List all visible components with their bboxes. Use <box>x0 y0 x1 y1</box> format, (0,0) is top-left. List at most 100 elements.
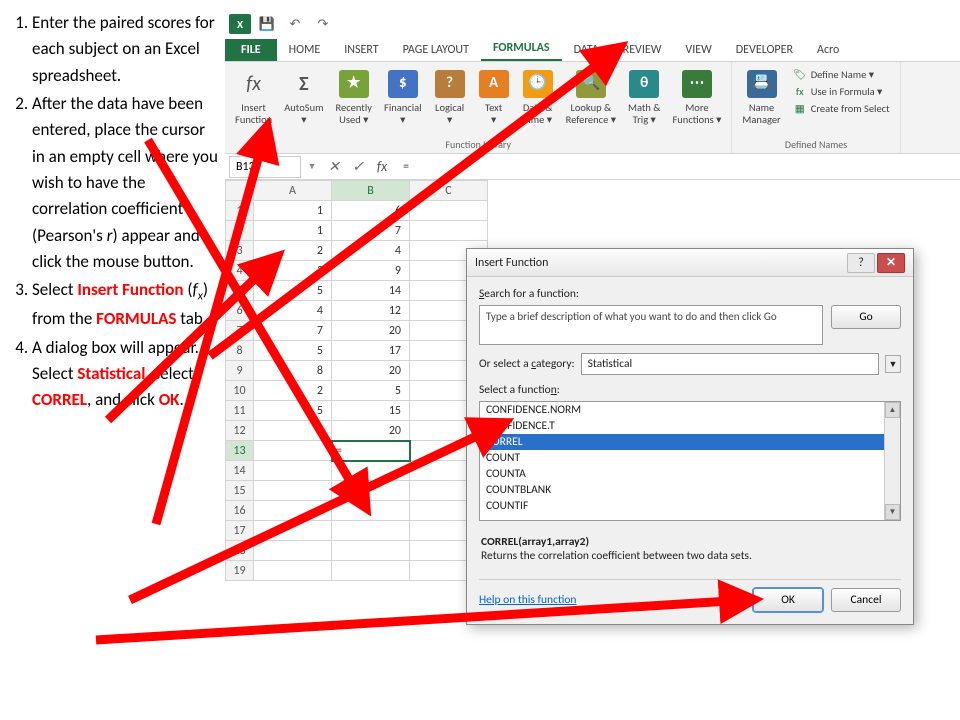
row-header-10[interactable]: 10 <box>226 381 254 401</box>
cell-A12[interactable]: 5 <box>254 421 332 441</box>
row-header-19[interactable]: 19 <box>226 561 254 581</box>
cell-A18[interactable] <box>254 541 332 561</box>
datetime-button[interactable]: 🕒 Date & Time ▾ <box>516 64 560 130</box>
cell-B12[interactable]: 20 <box>332 421 410 441</box>
cell-B11[interactable]: 15 <box>332 401 410 421</box>
row-header-4[interactable]: 4 <box>226 261 254 281</box>
more-functions-button[interactable]: ⋯ More Functions ▾ <box>666 64 727 130</box>
cell-B15[interactable] <box>332 481 410 501</box>
redo-icon[interactable]: ↷ <box>311 14 335 34</box>
enter-formula-icon[interactable]: ✓ <box>347 157 369 177</box>
row-header-3[interactable]: 3 <box>226 241 254 261</box>
cell-A16[interactable] <box>254 501 332 521</box>
cell-A17[interactable] <box>254 521 332 541</box>
tab-file[interactable]: FILE <box>225 39 277 61</box>
col-header-C[interactable]: C <box>410 181 488 201</box>
tab-developer[interactable]: DEVELOPER <box>724 39 805 61</box>
cell-A1[interactable]: 1 <box>254 201 332 221</box>
cell-B1[interactable]: 6 <box>332 201 410 221</box>
math-button[interactable]: θ Math & Trig ▾ <box>622 64 666 130</box>
cell-B5[interactable]: 14 <box>332 281 410 301</box>
cell-B13[interactable]: = <box>332 441 410 461</box>
cell-A9[interactable]: 8 <box>254 361 332 381</box>
cell-A15[interactable] <box>254 481 332 501</box>
cell-B3[interactable]: 4 <box>332 241 410 261</box>
cell-C2[interactable] <box>410 221 488 241</box>
name-box-dropdown-icon[interactable]: ▼ <box>305 161 319 172</box>
lookup-button[interactable]: 🔍 Lookup & Reference ▾ <box>560 64 622 130</box>
text-button[interactable]: A Text ▾ <box>472 64 516 130</box>
row-header-14[interactable]: 14 <box>226 461 254 481</box>
row-header-18[interactable]: 18 <box>226 541 254 561</box>
autosum-button[interactable]: Σ AutoSum▾ <box>278 64 329 130</box>
dialog-titlebar[interactable]: Insert Function ? ✕ <box>467 249 913 277</box>
cell-A13[interactable] <box>254 441 332 461</box>
help-link[interactable]: Help on this function <box>479 593 576 607</box>
scrollbar[interactable]: ▲ ▼ <box>884 402 900 520</box>
row-header-16[interactable]: 16 <box>226 501 254 521</box>
row-header-5[interactable]: 5 <box>226 281 254 301</box>
tab-review[interactable]: REVIEW <box>611 39 674 61</box>
fn-item-confidence-norm[interactable]: CONFIDENCE.NORM <box>480 402 900 418</box>
function-list[interactable]: CONFIDENCE.NORMCONFIDENCE.TCORRELCOUNTCO… <box>479 401 901 521</box>
name-box[interactable]: B13 <box>229 156 301 178</box>
define-name-button[interactable]: 🏷Define Name ▾ <box>793 66 890 82</box>
financial-button[interactable]: $ Financial ▾ <box>378 64 428 130</box>
search-function-input[interactable]: Type a brief description of what you wan… <box>479 305 823 345</box>
row-header-7[interactable]: 7 <box>226 321 254 341</box>
cell-B16[interactable] <box>332 501 410 521</box>
use-in-formula-button[interactable]: fxUse in Formula ▾ <box>793 83 890 99</box>
tab-acrobat[interactable]: Acro <box>805 39 851 61</box>
cell-B14[interactable] <box>332 461 410 481</box>
cell-A6[interactable]: 4 <box>254 301 332 321</box>
tab-page-layout[interactable]: PAGE LAYOUT <box>391 39 481 61</box>
row-header-8[interactable]: 8 <box>226 341 254 361</box>
cell-A10[interactable]: 2 <box>254 381 332 401</box>
cell-A5[interactable]: 5 <box>254 281 332 301</box>
row-header-9[interactable]: 9 <box>226 361 254 381</box>
go-button[interactable]: Go <box>831 305 901 329</box>
cell-B17[interactable] <box>332 521 410 541</box>
row-header-1[interactable]: 1 <box>226 201 254 221</box>
cell-B18[interactable] <box>332 541 410 561</box>
cell-A7[interactable]: 7 <box>254 321 332 341</box>
col-header-A[interactable]: A <box>254 181 332 201</box>
cell-A11[interactable]: 5 <box>254 401 332 421</box>
fx-bar-icon[interactable]: fx <box>371 157 393 177</box>
undo-icon[interactable]: ↶ <box>283 14 307 34</box>
row-header-2[interactable]: 2 <box>226 221 254 241</box>
dialog-close-icon[interactable]: ✕ <box>877 253 905 273</box>
dialog-help-icon[interactable]: ? <box>847 253 875 273</box>
cell-B9[interactable]: 20 <box>332 361 410 381</box>
cell-B19[interactable] <box>332 561 410 581</box>
chevron-down-icon[interactable]: ▼ <box>885 355 901 373</box>
fn-item-countblank[interactable]: COUNTBLANK <box>480 482 900 498</box>
cell-B6[interactable]: 12 <box>332 301 410 321</box>
row-header-12[interactable]: 12 <box>226 421 254 441</box>
create-from-selection-button[interactable]: ▦Create from Select <box>793 100 890 116</box>
scroll-down-icon[interactable]: ▼ <box>885 504 900 520</box>
row-header-11[interactable]: 11 <box>226 401 254 421</box>
ok-button[interactable]: OK <box>753 588 823 612</box>
fn-item-confidence-t[interactable]: CONFIDENCE.T <box>480 418 900 434</box>
select-all-corner[interactable] <box>226 181 254 201</box>
cell-A8[interactable]: 5 <box>254 341 332 361</box>
tab-insert[interactable]: INSERT <box>332 39 390 61</box>
cell-A14[interactable] <box>254 461 332 481</box>
row-header-15[interactable]: 15 <box>226 481 254 501</box>
insert-function-button[interactable]: fx Insert Function <box>229 64 278 130</box>
fn-item-counta[interactable]: COUNTA <box>480 466 900 482</box>
cell-C1[interactable] <box>410 201 488 221</box>
fn-item-countif[interactable]: COUNTIF <box>480 498 900 514</box>
formula-input[interactable]: = <box>397 160 960 174</box>
tab-view[interactable]: VIEW <box>673 39 723 61</box>
cell-B7[interactable]: 20 <box>332 321 410 341</box>
name-manager-button[interactable]: 📇 Name Manager <box>736 64 786 130</box>
cell-B10[interactable]: 5 <box>332 381 410 401</box>
save-icon[interactable]: 💾 <box>255 14 279 34</box>
cancel-button[interactable]: Cancel <box>831 588 901 612</box>
cancel-formula-icon[interactable]: ✕ <box>323 157 345 177</box>
cell-A2[interactable]: 1 <box>254 221 332 241</box>
cell-A3[interactable]: 2 <box>254 241 332 261</box>
category-select[interactable]: Statistical <box>581 353 879 375</box>
